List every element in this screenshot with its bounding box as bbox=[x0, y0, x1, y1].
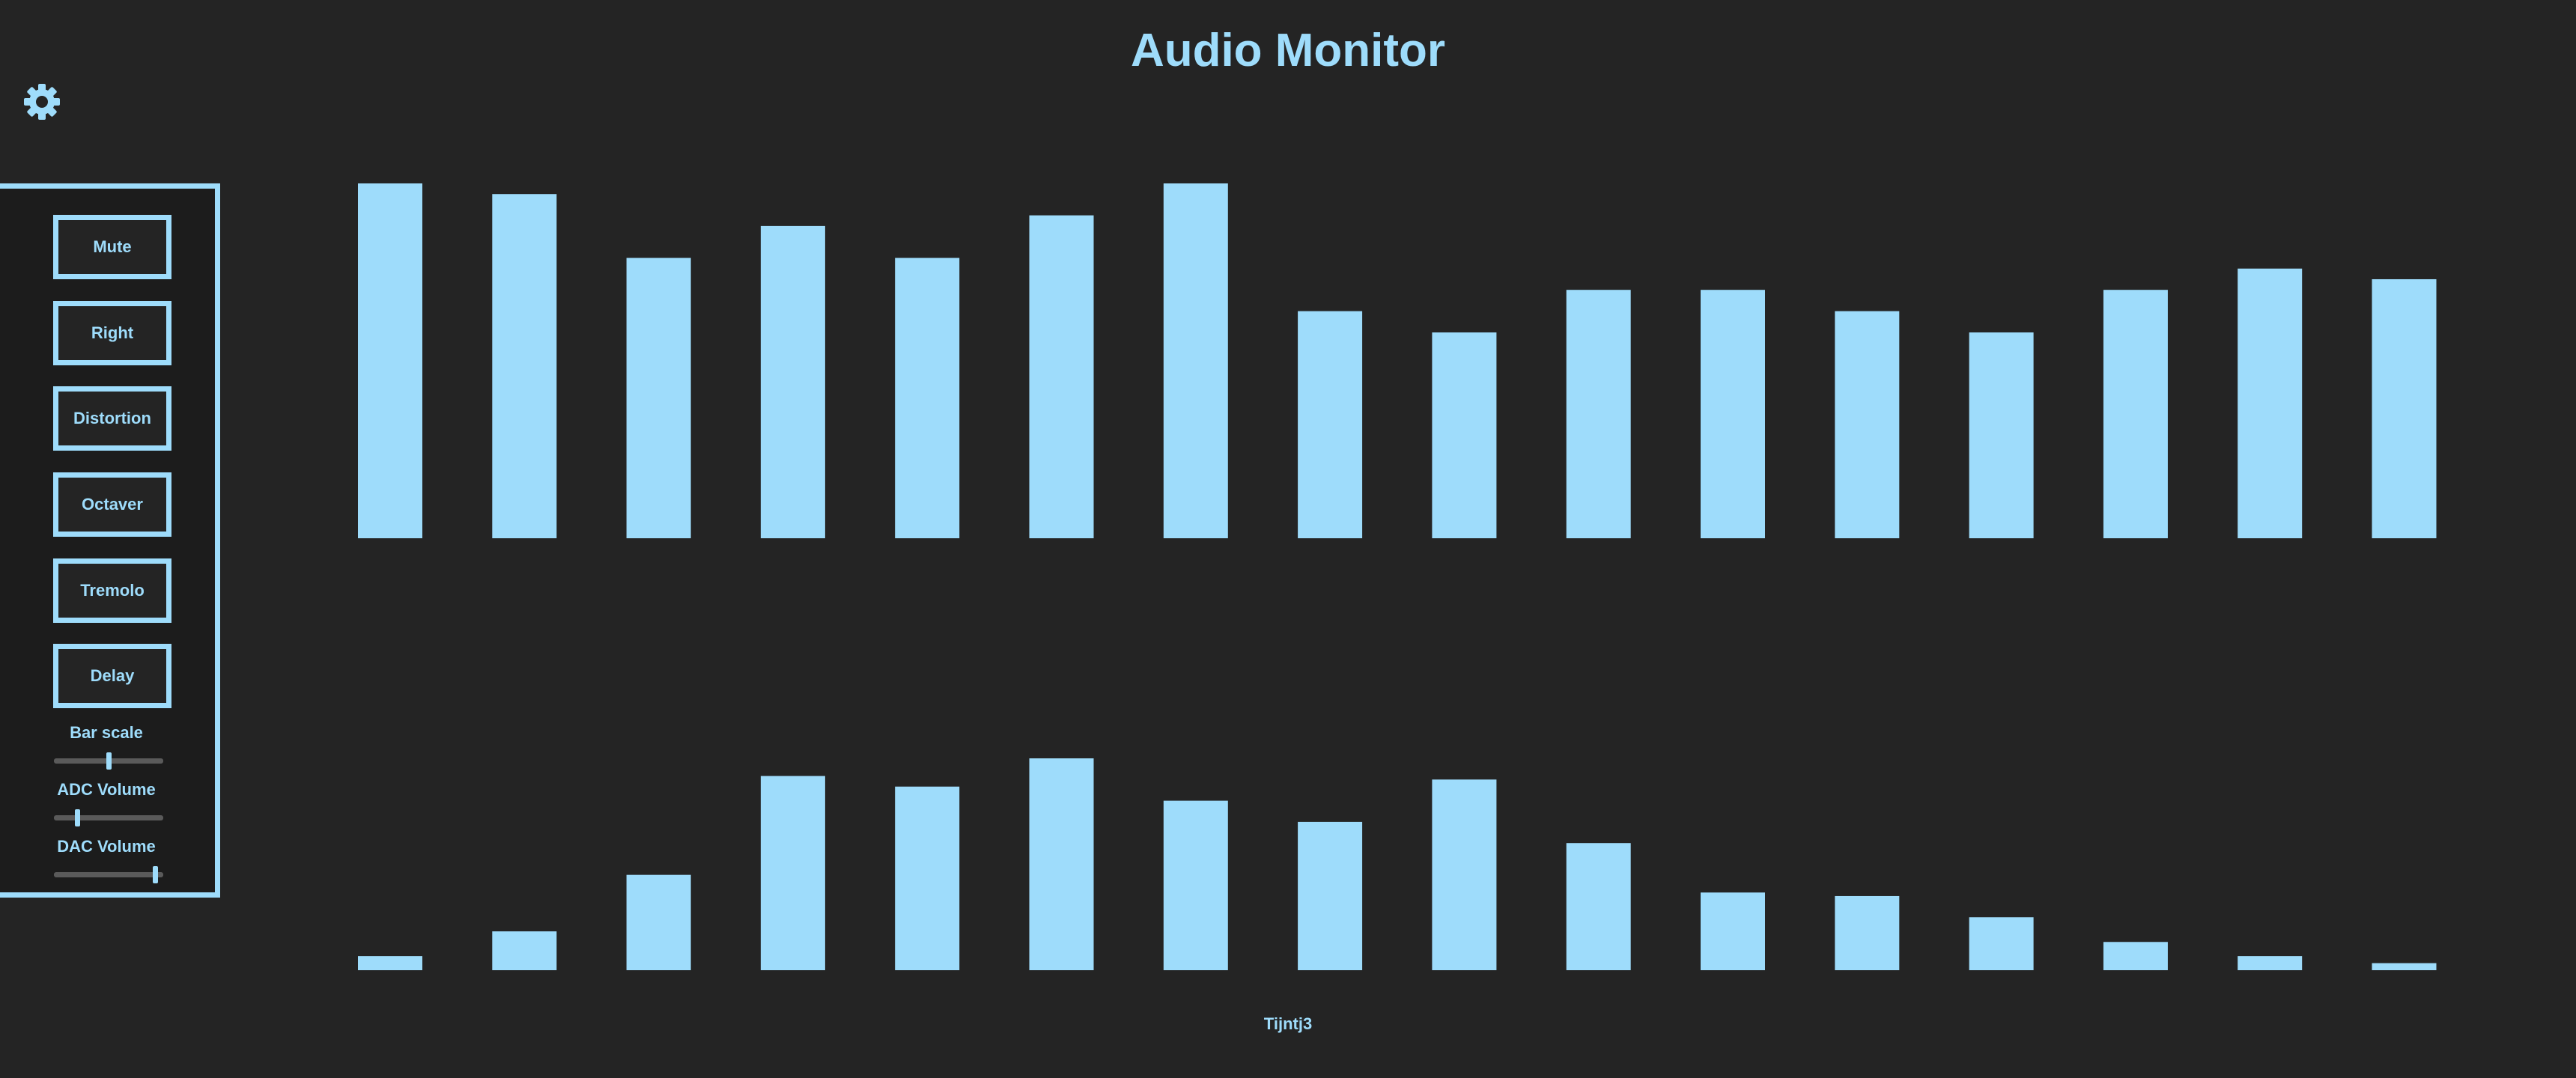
footer-text: Tijntj3 bbox=[1263, 1014, 1313, 1033]
top-spectrum-bar-7 bbox=[1298, 311, 1363, 538]
top-spectrum-bar-4 bbox=[895, 258, 960, 538]
bar-scale-slider-thumb[interactable] bbox=[106, 752, 112, 770]
dac-volume-label: DAC Volume bbox=[57, 837, 156, 856]
bottom-spectrum-bar-11 bbox=[1835, 895, 1900, 970]
top-spectrum-bar-11 bbox=[1835, 311, 1900, 538]
bottom-spectrum-bar-4 bbox=[895, 786, 960, 970]
bottom-spectrum-bar-15 bbox=[2372, 963, 2437, 970]
top-spectrum-bar-9 bbox=[1566, 290, 1631, 538]
top-spectrum-bar-0 bbox=[358, 183, 422, 538]
bottom-spectrum-bar-6 bbox=[1163, 800, 1228, 970]
top-spectrum-bar-3 bbox=[760, 225, 825, 538]
top-spectrum-bar-2 bbox=[626, 258, 691, 538]
bottom-spectrum-bar-1 bbox=[492, 931, 557, 970]
adc-volume-slider-thumb[interactable] bbox=[74, 809, 80, 826]
octaver-button[interactable]: Octaver bbox=[53, 472, 171, 537]
mute-button[interactable]: Mute bbox=[53, 215, 171, 279]
bottom-spectrum-bar-7 bbox=[1298, 821, 1363, 970]
bottom-spectrum-bar-12 bbox=[1969, 917, 2034, 970]
distortion-button[interactable]: Distortion bbox=[53, 386, 171, 451]
control-panel: Mute Right Distortion Octaver Tremolo De… bbox=[0, 183, 220, 898]
top-spectrum-bar-5 bbox=[1029, 215, 1094, 538]
top-spectrum-bar-12 bbox=[1969, 332, 2034, 538]
bottom-spectrum-bar-8 bbox=[1432, 779, 1497, 970]
top-spectrum-bar-6 bbox=[1163, 183, 1228, 538]
gear-icon[interactable] bbox=[21, 81, 63, 123]
page-title: Audio Monitor bbox=[1130, 25, 1446, 76]
bottom-spectrum-bar-0 bbox=[358, 956, 422, 970]
bottom-spectrum-bar-13 bbox=[2103, 942, 2168, 970]
bottom-spectrum-bar-5 bbox=[1029, 758, 1094, 970]
bar-scale-label: Bar scale bbox=[70, 723, 143, 742]
bottom-spectrum-bar-2 bbox=[626, 874, 691, 970]
adc-volume-slider[interactable] bbox=[54, 809, 163, 826]
bottom-spectrum-bar-10 bbox=[1701, 892, 1765, 970]
dac-volume-slider[interactable] bbox=[54, 866, 163, 883]
top-spectrum-bar-8 bbox=[1432, 332, 1497, 538]
top-spectrum-bar-13 bbox=[2103, 290, 2168, 538]
adc-volume-label: ADC Volume bbox=[57, 780, 156, 799]
top-spectrum-bar-14 bbox=[2238, 268, 2303, 538]
tremolo-button[interactable]: Tremolo bbox=[53, 558, 171, 623]
dac-volume-slider-thumb[interactable] bbox=[153, 866, 159, 883]
bottom-spectrum-bar-9 bbox=[1566, 843, 1631, 970]
bar-scale-slider[interactable] bbox=[54, 752, 163, 770]
top-spectrum-bar-10 bbox=[1701, 290, 1765, 538]
right-button[interactable]: Right bbox=[53, 301, 171, 365]
bottom-spectrum-bar-14 bbox=[2238, 956, 2303, 970]
top-spectrum-bar-15 bbox=[2372, 278, 2437, 538]
delay-button[interactable]: Delay bbox=[53, 644, 171, 708]
top-spectrum-bar-1 bbox=[492, 194, 557, 538]
bottom-spectrum-bar-3 bbox=[760, 776, 825, 970]
